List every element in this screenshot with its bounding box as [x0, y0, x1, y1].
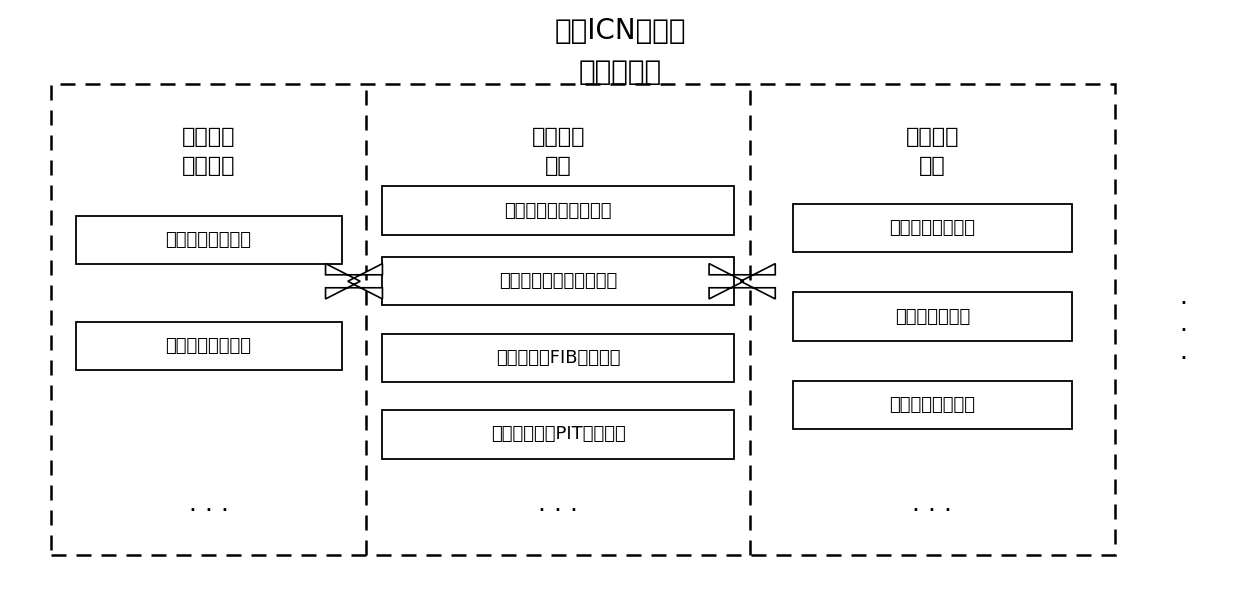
- Text: 基于名称的路由计算服务: 基于名称的路由计算服务: [498, 272, 618, 290]
- Text: 基于ICN思想的
控制器实现: 基于ICN思想的 控制器实现: [554, 17, 686, 86]
- Text: 内容管理
模块: 内容管理 模块: [905, 127, 960, 176]
- Bar: [382, 186, 734, 234]
- Text: 内容缓存管理服务: 内容缓存管理服务: [889, 396, 976, 414]
- Text: 链路状态监控服务: 链路状态监控服务: [166, 231, 252, 249]
- Text: · · ·: · · ·: [538, 499, 578, 523]
- Bar: [382, 257, 734, 305]
- Text: · · ·: · · ·: [188, 499, 228, 523]
- Text: 转发信息库FIB管理服务: 转发信息库FIB管理服务: [496, 349, 620, 367]
- Polygon shape: [709, 263, 775, 299]
- Text: 网络拓扑
管理模块: 网络拓扑 管理模块: [182, 127, 236, 176]
- Text: 路由管理
模块: 路由管理 模块: [532, 127, 585, 176]
- Bar: [76, 216, 342, 264]
- Text: ·
·
·: · · ·: [1179, 291, 1187, 371]
- Bar: [382, 334, 734, 382]
- Bar: [51, 84, 1115, 555]
- Bar: [794, 204, 1071, 252]
- Text: 网络流量管理监测服务: 网络流量管理监测服务: [505, 201, 611, 220]
- Text: 名字解析器服务: 名字解析器服务: [895, 308, 970, 326]
- Bar: [794, 292, 1071, 341]
- Text: · · ·: · · ·: [913, 499, 952, 523]
- Bar: [794, 381, 1071, 429]
- Text: 待处理请求表PIT管理服务: 待处理请求表PIT管理服务: [491, 426, 625, 443]
- Text: 内容分片管理服务: 内容分片管理服务: [889, 219, 976, 237]
- Bar: [76, 322, 342, 370]
- Bar: [382, 410, 734, 459]
- Text: 网络拓扑管理服务: 网络拓扑管理服务: [166, 337, 252, 355]
- Polygon shape: [326, 263, 382, 299]
